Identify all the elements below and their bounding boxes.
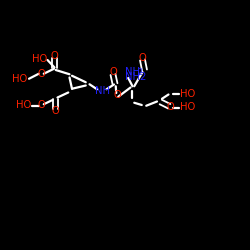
Text: 2: 2: [137, 68, 142, 77]
Text: O: O: [38, 100, 45, 110]
Text: HO: HO: [180, 89, 196, 99]
Text: O: O: [138, 53, 146, 63]
Text: O: O: [38, 69, 45, 79]
Text: NH2: NH2: [125, 72, 146, 82]
Text: HO: HO: [180, 102, 196, 113]
Text: O: O: [51, 106, 59, 116]
Text: O: O: [109, 67, 117, 77]
Text: O: O: [50, 51, 58, 61]
Text: O: O: [166, 102, 174, 113]
Text: HO: HO: [12, 74, 27, 84]
Text: HO: HO: [32, 54, 48, 64]
Text: NH: NH: [125, 67, 140, 77]
Text: NH: NH: [94, 86, 110, 96]
Text: HO: HO: [16, 100, 31, 110]
Text: O: O: [113, 90, 121, 101]
